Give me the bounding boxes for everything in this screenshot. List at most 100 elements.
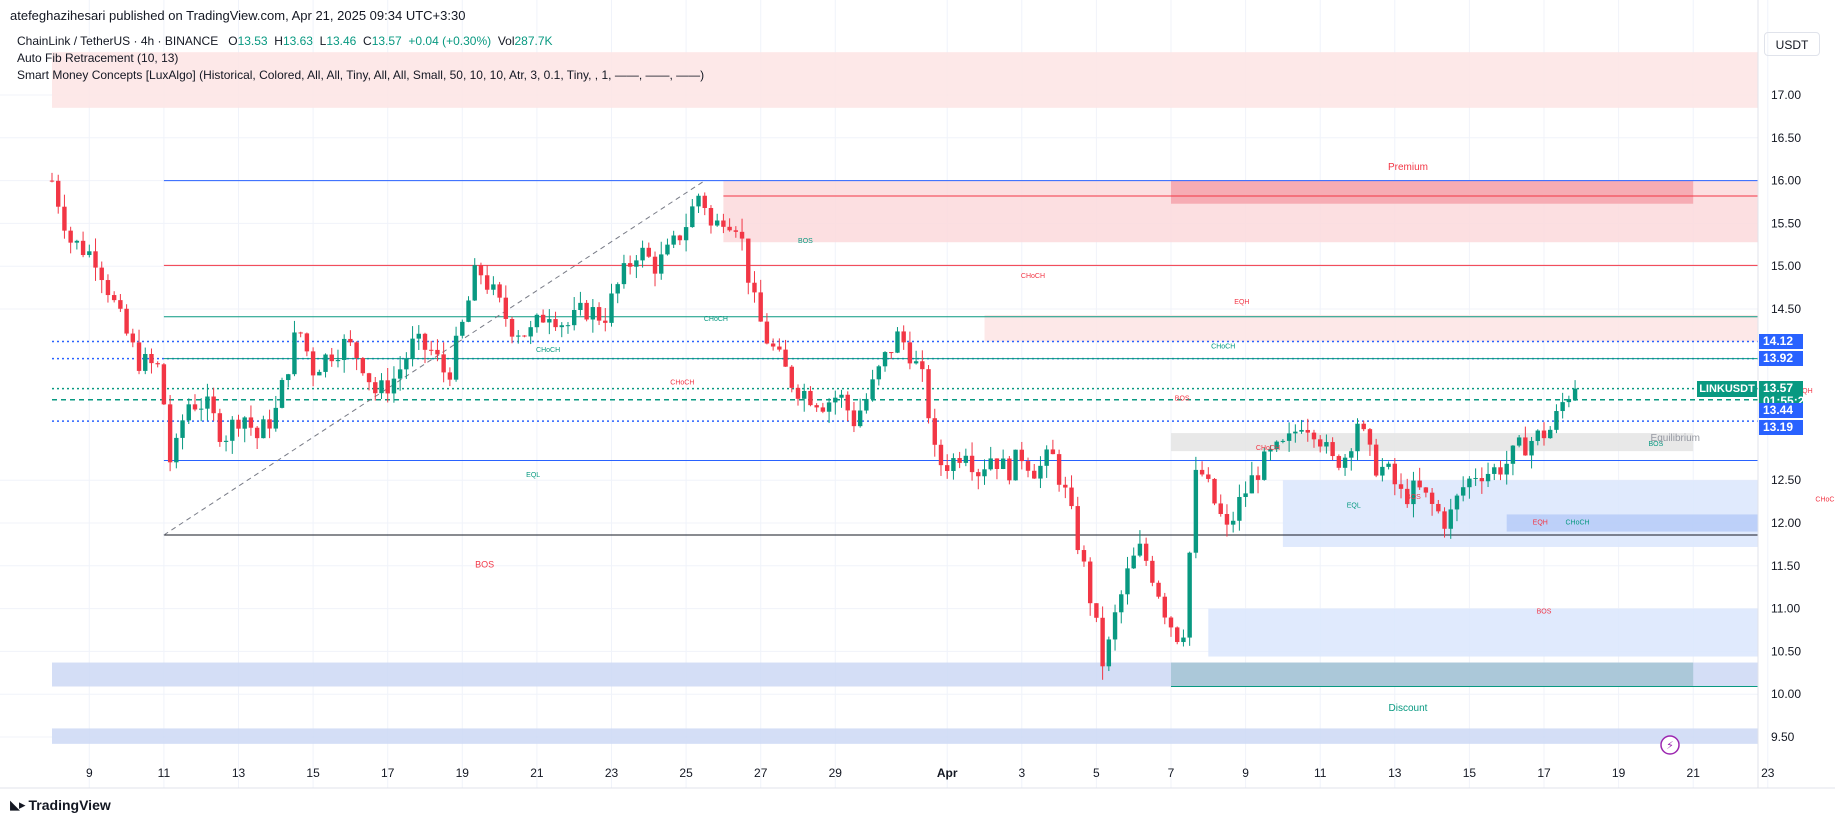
candle-up[interactable] bbox=[1243, 493, 1248, 497]
candle-down[interactable] bbox=[80, 240, 86, 256]
candle-down[interactable] bbox=[770, 343, 776, 347]
candle-up[interactable] bbox=[1386, 463, 1391, 467]
candle-up[interactable] bbox=[665, 244, 670, 255]
indicator-fib-legend[interactable]: Auto Fib Retracement (10, 13) bbox=[17, 51, 179, 65]
candle-down[interactable] bbox=[938, 444, 944, 466]
candle-down[interactable] bbox=[1063, 484, 1068, 488]
candle-down[interactable] bbox=[1361, 423, 1366, 430]
candle-down[interactable] bbox=[808, 390, 813, 406]
candle-down[interactable] bbox=[1087, 561, 1093, 604]
legend-symbol[interactable]: ChainLink / TetherUS · 4h · BINANCE bbox=[17, 34, 219, 48]
candle-down[interactable] bbox=[62, 206, 67, 231]
candle-down[interactable] bbox=[596, 307, 602, 321]
candle-up[interactable] bbox=[1286, 433, 1292, 441]
candle-up[interactable] bbox=[609, 293, 614, 323]
candle-up[interactable] bbox=[186, 404, 191, 421]
candle-down[interactable] bbox=[920, 361, 925, 370]
candle-down[interactable] bbox=[1479, 478, 1485, 482]
candle-down[interactable] bbox=[901, 331, 906, 343]
candle-up[interactable] bbox=[1181, 637, 1186, 643]
candle-up[interactable] bbox=[1454, 495, 1460, 510]
candle-down[interactable] bbox=[1175, 627, 1180, 643]
candle-down[interactable] bbox=[1056, 454, 1062, 485]
candle-up[interactable] bbox=[379, 380, 384, 394]
candle-down[interactable] bbox=[646, 247, 651, 257]
candle-down[interactable] bbox=[1100, 617, 1105, 667]
candle-down[interactable] bbox=[217, 413, 223, 442]
currency-button[interactable]: USDT bbox=[1764, 32, 1820, 56]
candle-up[interactable] bbox=[982, 469, 987, 477]
candle-up[interactable] bbox=[1280, 440, 1286, 442]
candle-up[interactable] bbox=[1492, 467, 1497, 474]
candle-down[interactable] bbox=[1330, 442, 1335, 457]
candle-down[interactable] bbox=[1398, 484, 1404, 489]
candle-down[interactable] bbox=[1423, 487, 1429, 493]
candle-down[interactable] bbox=[739, 231, 745, 239]
candle-down[interactable] bbox=[969, 455, 975, 473]
candle-up[interactable] bbox=[615, 284, 620, 294]
candle-down[interactable] bbox=[167, 404, 173, 463]
candle-up[interactable] bbox=[1131, 555, 1136, 569]
candle-down[interactable] bbox=[1162, 596, 1167, 618]
candle-down[interactable] bbox=[627, 263, 633, 267]
candle-down[interactable] bbox=[161, 364, 167, 405]
candle-up[interactable] bbox=[559, 325, 564, 328]
candle-up[interactable] bbox=[1411, 480, 1416, 505]
candle-up[interactable] bbox=[857, 410, 863, 427]
candle-up[interactable] bbox=[460, 321, 465, 336]
candle-up[interactable] bbox=[1342, 457, 1348, 468]
candle-down[interactable] bbox=[957, 458, 962, 463]
candle-down[interactable] bbox=[851, 410, 857, 427]
candle-down[interactable] bbox=[1081, 550, 1087, 562]
candle-down[interactable] bbox=[1367, 429, 1373, 445]
candle-up[interactable] bbox=[671, 235, 676, 245]
candle-up[interactable] bbox=[143, 354, 148, 371]
candle-down[interactable] bbox=[789, 366, 794, 388]
candle-down[interactable] bbox=[1075, 506, 1080, 551]
candle-down[interactable] bbox=[248, 417, 254, 428]
candle-down[interactable] bbox=[1336, 456, 1342, 468]
candle-up[interactable] bbox=[690, 206, 695, 228]
candle-up[interactable] bbox=[659, 254, 664, 274]
candle-up[interactable] bbox=[242, 417, 247, 429]
candle-up[interactable] bbox=[286, 374, 291, 381]
candle-up[interactable] bbox=[1274, 441, 1279, 450]
candle-up[interactable] bbox=[410, 338, 415, 359]
candle-down[interactable] bbox=[1168, 617, 1174, 628]
candle-down[interactable] bbox=[68, 230, 73, 243]
candle-down[interactable] bbox=[267, 419, 272, 429]
candle-down[interactable] bbox=[136, 342, 142, 371]
candle-down[interactable] bbox=[1206, 474, 1211, 479]
candle-up[interactable] bbox=[199, 408, 204, 410]
candle-down[interactable] bbox=[1523, 437, 1528, 456]
candle-up[interactable] bbox=[988, 458, 993, 470]
candle-up[interactable] bbox=[683, 227, 689, 241]
candle-down[interactable] bbox=[1218, 503, 1223, 515]
candle-down[interactable] bbox=[1442, 511, 1447, 529]
candle-down[interactable] bbox=[945, 465, 950, 471]
candle-up[interactable] bbox=[1237, 496, 1242, 521]
candle-up[interactable] bbox=[1249, 475, 1255, 494]
alert-lightning-icon[interactable]: ⚡ bbox=[1660, 735, 1680, 755]
candle-up[interactable] bbox=[317, 371, 322, 376]
candle-up[interactable] bbox=[1566, 399, 1572, 403]
candle-down[interactable] bbox=[348, 338, 353, 343]
candle-up[interactable] bbox=[1187, 552, 1192, 638]
candle-down[interactable] bbox=[1498, 467, 1503, 475]
candle-up[interactable] bbox=[1504, 463, 1509, 475]
candle-up[interactable] bbox=[621, 263, 627, 285]
candle-down[interactable] bbox=[1417, 480, 1422, 488]
candle-down[interactable] bbox=[435, 349, 440, 355]
candle-up[interactable] bbox=[590, 307, 596, 320]
candle-up[interactable] bbox=[1230, 520, 1236, 525]
candle-down[interactable] bbox=[503, 297, 509, 319]
candle-down[interactable] bbox=[652, 256, 658, 274]
candle-down[interactable] bbox=[124, 308, 129, 334]
candle-down[interactable] bbox=[478, 265, 484, 276]
candle-up[interactable] bbox=[1516, 437, 1522, 446]
candle-up[interactable] bbox=[547, 319, 552, 323]
candle-up[interactable] bbox=[895, 331, 900, 353]
candle-down[interactable] bbox=[1405, 488, 1410, 505]
candle-down[interactable] bbox=[1436, 503, 1441, 512]
